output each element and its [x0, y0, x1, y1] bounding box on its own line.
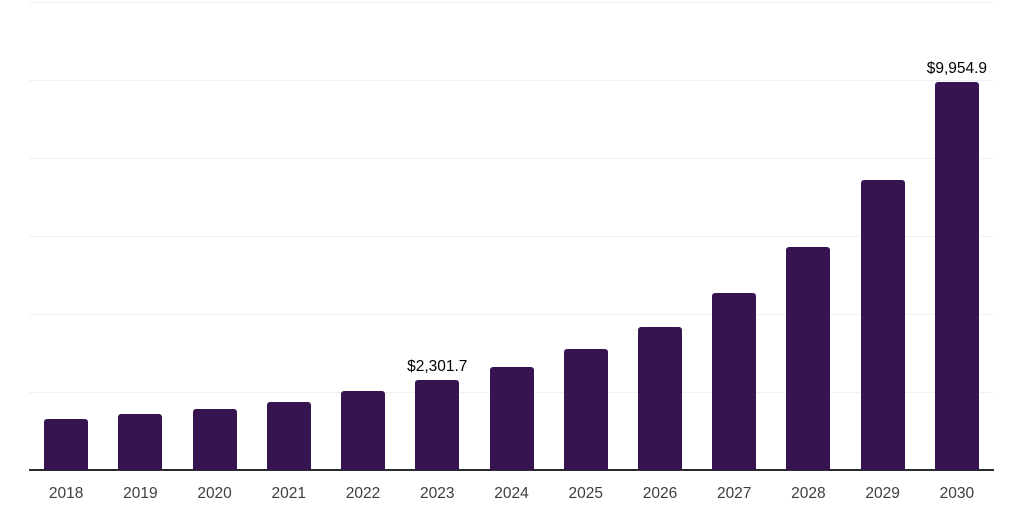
bar-2021[interactable]	[266, 401, 311, 470]
x-axis-label-2021: 2021	[271, 485, 307, 502]
x-axis-label-2019: 2019	[123, 485, 158, 502]
x-axis-label-2028: 2028	[791, 485, 826, 502]
x-axis-label-2024: 2024	[494, 485, 529, 502]
bar-2029[interactable]	[860, 180, 905, 470]
x-axis-line	[29, 469, 994, 471]
bar-2024[interactable]	[489, 367, 534, 470]
bar-2026[interactable]	[637, 327, 682, 470]
data-label-2030: $9,954.9	[926, 59, 988, 77]
gridline-4000	[29, 314, 994, 315]
bar-2027[interactable]	[712, 292, 757, 470]
bar-2022[interactable]	[341, 390, 386, 470]
x-axis-label-2025: 2025	[568, 485, 603, 502]
bar-2019[interactable]	[118, 413, 163, 470]
x-axis-label-2023: 2023	[420, 485, 455, 502]
gridline-8000	[29, 158, 994, 159]
x-axis-label-2029: 2029	[865, 485, 900, 502]
x-axis-label-2018: 2018	[48, 485, 84, 502]
bar-2025[interactable]	[563, 349, 608, 470]
gridline-12000	[29, 2, 994, 3]
gridline-10000	[29, 80, 994, 81]
x-axis-label-2022: 2022	[345, 485, 381, 502]
x-axis-label-2026: 2026	[642, 485, 678, 502]
gridline-6000	[29, 236, 994, 237]
bar-2020[interactable]	[192, 408, 237, 470]
bar-2030[interactable]	[934, 81, 979, 470]
bar-2018[interactable]	[44, 419, 89, 470]
x-axis-label-2020: 2020	[197, 485, 232, 502]
bar-2028[interactable]	[786, 247, 831, 470]
x-axis-label-2030: 2030	[939, 485, 975, 502]
x-axis-label-2027: 2027	[716, 485, 752, 502]
bar-2023[interactable]	[415, 380, 460, 470]
data-label-2023: $2,301.7	[407, 358, 468, 376]
